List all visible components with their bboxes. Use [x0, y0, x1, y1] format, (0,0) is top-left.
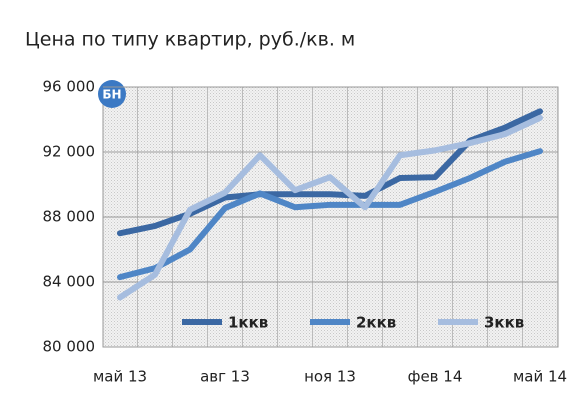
legend-label: 1ккв: [228, 314, 268, 332]
y-tick-label: 84 000: [43, 273, 96, 291]
x-tick-label: май 14: [513, 368, 567, 386]
series-line: [117, 114, 543, 301]
legend-label: 2ккв: [356, 314, 396, 332]
y-tick-label: 96 000: [43, 78, 96, 96]
chart-title: Цена по типу квартир, руб./кв. м: [25, 29, 355, 51]
series-line: [117, 148, 543, 281]
x-tick-label: ноя 13: [304, 368, 356, 386]
x-tick-label: май 13: [93, 368, 147, 386]
y-tick-label: 92 000: [43, 143, 96, 161]
y-tick-label: 88 000: [43, 208, 96, 226]
x-tick-label: авг 13: [200, 368, 250, 386]
x-tick-label: фев 14: [408, 368, 463, 386]
legend: 1ккв 2ккв 3ккв: [182, 314, 524, 332]
legend-label: 3ккв: [484, 314, 524, 332]
y-tick-label: 80 000: [43, 338, 96, 356]
logo-text: БН: [102, 88, 121, 102]
logo: БН: [98, 80, 126, 108]
